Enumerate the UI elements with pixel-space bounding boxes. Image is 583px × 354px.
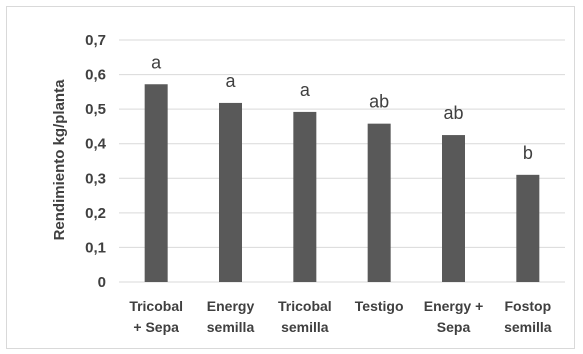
y-tick-label: 0,1 — [85, 239, 106, 256]
x-category-label: Fostop semilla — [504, 298, 552, 335]
significance-label: b — [523, 143, 533, 163]
bar — [219, 102, 242, 282]
x-category-labels: Tricobal + Sepa Energy semilla Tricobal semil… — [129, 298, 551, 335]
bar — [367, 123, 391, 282]
bar — [293, 111, 317, 282]
y-tick-label: 0 — [98, 274, 106, 291]
x-category-label: Energy + Sepa — [424, 298, 484, 335]
bars — [144, 84, 540, 282]
gridlines — [119, 39, 565, 283]
y-axis-label: Rendimiento kg/planta — [51, 79, 68, 241]
y-tick-label: 0,7 — [85, 32, 106, 49]
y-tick-label: 0,3 — [85, 170, 106, 187]
y-tick-label: 0,6 — [85, 67, 106, 84]
x-category-label: Tricobal semilla — [278, 298, 332, 335]
bar — [442, 135, 465, 282]
significance-labels: a a a ab ab b — [151, 52, 533, 163]
significance-label: a — [225, 71, 236, 91]
y-tick-label: 0,2 — [85, 205, 106, 222]
significance-label: a — [300, 80, 311, 100]
x-category-label: Energy semilla — [207, 298, 255, 335]
bar — [516, 174, 540, 282]
y-tick-label: 0,5 — [85, 101, 106, 118]
y-tick-label: 0,4 — [85, 136, 107, 153]
chart-frame — [6, 6, 575, 349]
y-tick-labels: 0 0,1 0,2 0,3 0,4 0,5 0,6 0,7 — [85, 32, 107, 291]
x-category-label: Testigo — [355, 298, 404, 314]
significance-label: ab — [443, 103, 463, 123]
significance-label: ab — [369, 92, 389, 112]
bar — [144, 84, 168, 282]
x-category-label: Tricobal + Sepa — [129, 298, 183, 335]
significance-label: a — [151, 52, 162, 72]
